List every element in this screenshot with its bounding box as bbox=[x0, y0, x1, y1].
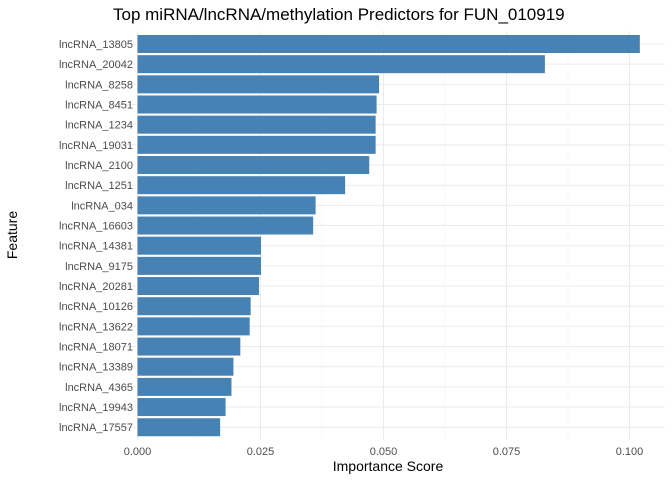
x-axis-title: Importance Score bbox=[333, 458, 444, 474]
y-tick-label: lncRNA_8451 bbox=[65, 100, 133, 112]
y-axis-title: Feature bbox=[4, 211, 20, 259]
y-tick-label: lncRNA_19943 bbox=[59, 402, 133, 414]
bar bbox=[137, 337, 241, 356]
bar bbox=[137, 35, 640, 53]
y-tick-label: lncRNA_18071 bbox=[59, 342, 133, 354]
bar bbox=[137, 317, 250, 336]
y-tick-label: lncRNA_20281 bbox=[59, 281, 133, 293]
bar bbox=[137, 216, 314, 235]
x-tick-label: 0.100 bbox=[616, 446, 644, 458]
y-tick-label: lncRNA_20042 bbox=[59, 59, 133, 71]
y-tick-labels: lncRNA_13805 lncRNA_20042 lncRNA_8258 lncRN… bbox=[59, 39, 133, 434]
x-tick-label: 0.000 bbox=[124, 446, 152, 458]
y-tick-label: lncRNA_17557 bbox=[59, 422, 133, 434]
y-tick-label: lncRNA_034 bbox=[71, 200, 133, 212]
y-tick-label: lncRNA_13805 bbox=[59, 39, 133, 51]
y-tick-label: lncRNA_4365 bbox=[65, 382, 133, 394]
y-tick-label: lncRNA_16603 bbox=[59, 221, 133, 233]
y-tick-label: lncRNA_19031 bbox=[59, 140, 133, 152]
x-tick-labels: 0.000 0.025 0.050 0.075 0.100 bbox=[124, 446, 644, 458]
x-tick-label: 0.025 bbox=[247, 446, 275, 458]
bar bbox=[137, 115, 376, 134]
y-tick-label: lncRNA_9175 bbox=[65, 261, 133, 273]
bar bbox=[137, 297, 251, 316]
bar bbox=[137, 357, 234, 376]
y-tick-label: lncRNA_14381 bbox=[59, 241, 133, 253]
bars bbox=[137, 35, 640, 437]
y-tick-label: lncRNA_13389 bbox=[59, 362, 133, 374]
bar bbox=[137, 418, 221, 437]
y-tick-label: lncRNA_1234 bbox=[65, 120, 133, 132]
x-tick-label: 0.075 bbox=[493, 446, 521, 458]
y-tick-label: lncRNA_13622 bbox=[59, 321, 133, 333]
chart-title: Top miRNA/lncRNA/methylation Predictors … bbox=[113, 5, 565, 24]
bar bbox=[137, 236, 261, 255]
bar bbox=[137, 135, 376, 154]
bar bbox=[137, 256, 261, 275]
y-tick-label: lncRNA_8258 bbox=[65, 79, 133, 91]
bar bbox=[137, 156, 370, 175]
bar bbox=[137, 55, 545, 74]
x-tick-label: 0.050 bbox=[370, 446, 398, 458]
bar bbox=[137, 196, 316, 215]
bar bbox=[137, 75, 380, 94]
bar bbox=[137, 277, 260, 296]
y-tick-label: lncRNA_1251 bbox=[65, 180, 133, 192]
bar bbox=[137, 377, 232, 396]
y-tick-label: lncRNA_10126 bbox=[59, 301, 133, 313]
y-tick-label: lncRNA_2100 bbox=[65, 160, 133, 172]
bar bbox=[137, 176, 346, 195]
bar bbox=[137, 95, 377, 114]
bar bbox=[137, 398, 226, 417]
